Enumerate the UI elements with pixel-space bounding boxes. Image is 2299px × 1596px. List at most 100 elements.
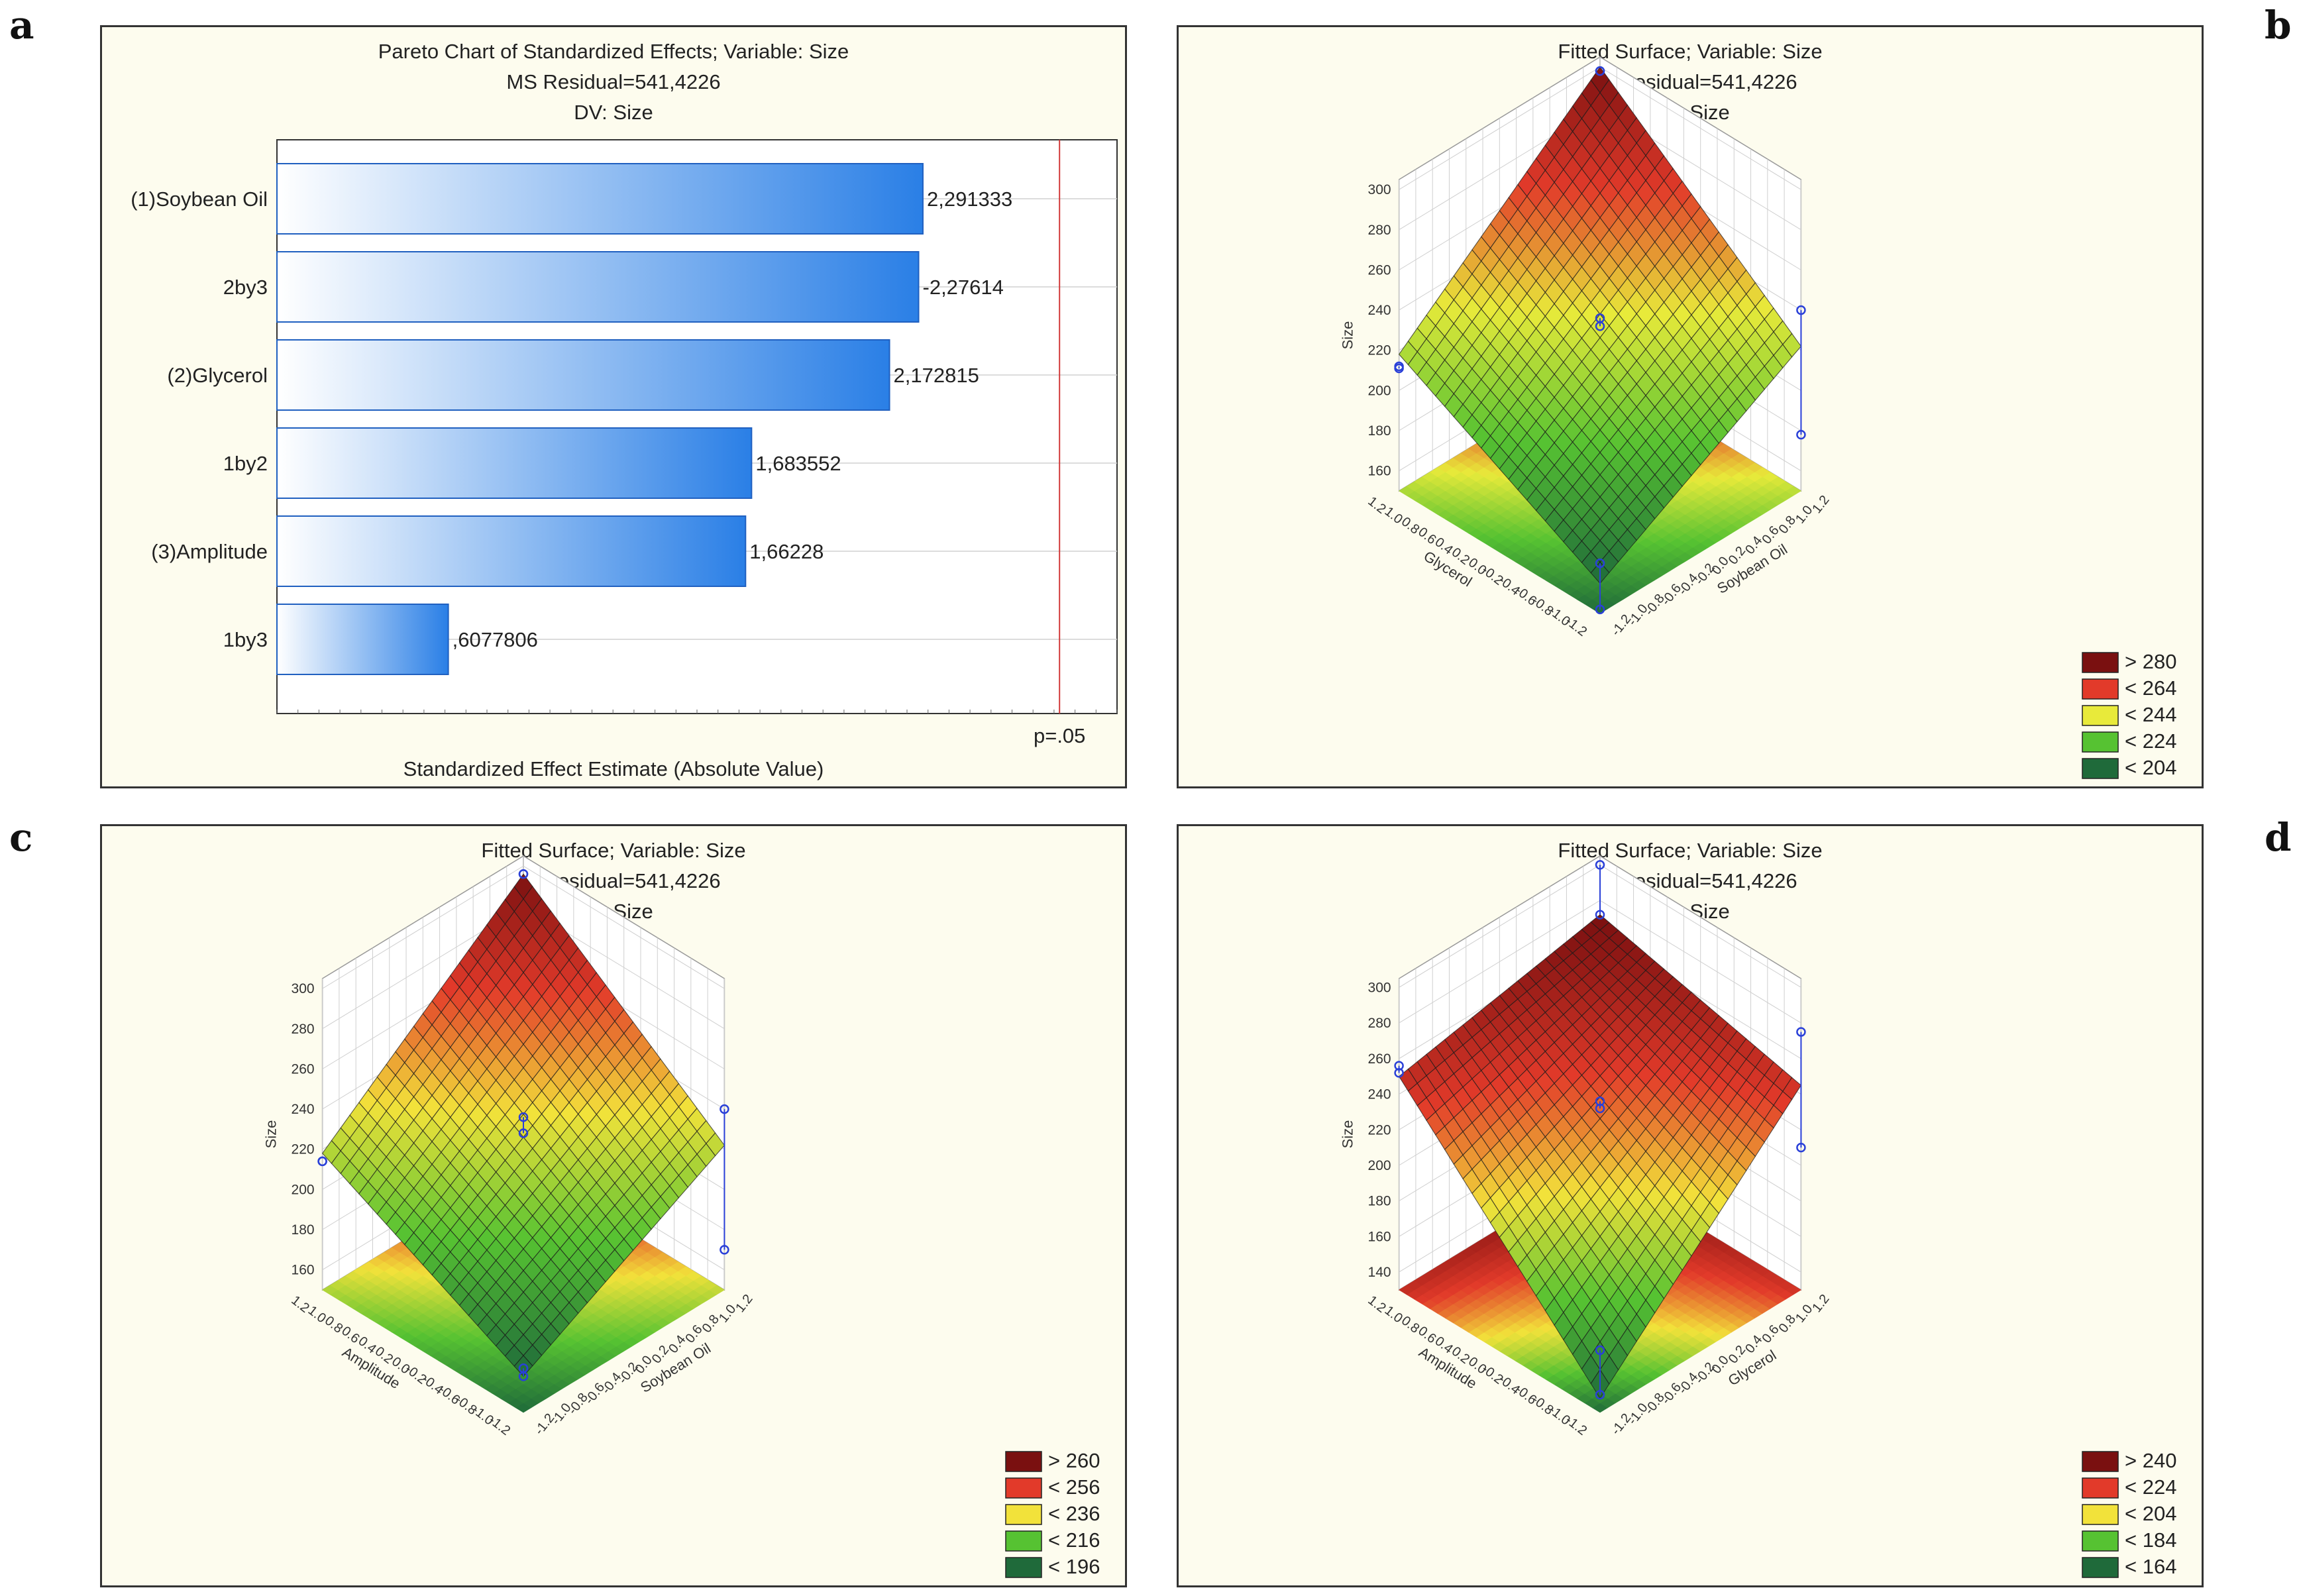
value-label: ,6077806 <box>453 628 538 651</box>
category-label: 2by3 <box>223 276 268 299</box>
surface-chart-b-panel: Fitted Surface; Variable: Size MS Residu… <box>1177 25 2204 788</box>
data-point <box>1394 1068 1404 1078</box>
data-point <box>1796 305 1806 315</box>
legend-swatch <box>2082 1477 2119 1499</box>
data-point <box>518 1128 529 1138</box>
category-label: (1)Soybean Oil <box>131 187 268 211</box>
legend-swatch <box>2082 1530 2119 1552</box>
value-label: -2,27614 <box>923 276 1004 299</box>
z-tick-label: 280 <box>1368 223 1391 238</box>
legend-swatch <box>2082 652 2119 673</box>
legend: > 240 < 224 < 204 < 184 < 164 <box>2082 1449 2176 1578</box>
legend-swatch <box>2082 1557 2119 1578</box>
data-point <box>518 869 529 879</box>
x-axis-label: Standardized Effect Estimate (Absolute V… <box>403 757 824 780</box>
legend-label: < 224 <box>2125 729 2176 753</box>
z-tick-label: 260 <box>1368 1051 1391 1067</box>
z-tick-label: 220 <box>1368 343 1391 358</box>
data-point <box>1595 66 1605 76</box>
legend-label: < 244 <box>2125 703 2176 726</box>
fitted-surface <box>321 873 725 1377</box>
surface-chart-c-svg: -1.2-1.0-0.8-0.6-0.4-0.20.00.20.40.60.81… <box>263 855 1100 1578</box>
z-tick-label: 200 <box>292 1182 315 1197</box>
data-point <box>317 1156 327 1167</box>
z-tick-label: 240 <box>1368 303 1391 318</box>
data-point <box>1595 604 1605 615</box>
chart-subtitle: MS Residual=541,4226 <box>506 70 721 93</box>
legend-label: > 280 <box>2125 650 2176 673</box>
data-point <box>518 1371 529 1381</box>
legend-label: < 224 <box>2125 1475 2176 1499</box>
value-label: 1,683552 <box>755 452 841 475</box>
axis-ticks: -1.2-1.0-0.8-0.6-0.4-0.20.00.20.40.60.81… <box>263 981 756 1438</box>
legend-label: < 236 <box>1048 1502 1100 1525</box>
legend-label: < 264 <box>2125 676 2176 700</box>
legend-swatch <box>1005 1557 1042 1578</box>
legend-label: < 184 <box>2125 1528 2176 1552</box>
data-point <box>1595 1345 1605 1356</box>
z-tick-label: 220 <box>1368 1122 1391 1138</box>
panel-letter-d: d <box>2265 815 2292 860</box>
legend-swatch <box>1005 1504 1042 1525</box>
data-point <box>1595 558 1605 568</box>
surface-cell <box>513 1355 533 1377</box>
bar <box>276 339 890 411</box>
fitted-surface <box>1398 914 1802 1399</box>
bar <box>276 427 753 499</box>
data-point <box>1796 1142 1806 1153</box>
fitted-surface <box>1398 66 1802 584</box>
legend-label: < 204 <box>2125 1502 2176 1525</box>
data-point <box>1595 1096 1605 1106</box>
z-tick-label: 200 <box>1368 383 1391 398</box>
z-tick-label: 300 <box>292 981 315 996</box>
z-tick-label: 280 <box>1368 1016 1391 1031</box>
surface-chart-b-svg: -1.2-1.0-0.8-0.6-0.4-0.20.00.20.40.60.81… <box>1340 56 2176 779</box>
value-label: 2,172815 <box>894 364 979 387</box>
wall-gridline <box>1399 864 1801 988</box>
z-tick-label: 160 <box>1368 1229 1391 1244</box>
legend-label: > 240 <box>2125 1449 2176 1472</box>
z-tick-label: 200 <box>1368 1158 1391 1173</box>
data-point <box>720 1245 729 1255</box>
z-tick-label: 140 <box>1368 1265 1391 1280</box>
legend-swatch <box>2082 1504 2119 1525</box>
reference-label: p=.05 <box>1034 724 1085 747</box>
category-label: 1by3 <box>223 628 268 651</box>
z-axis-label: Size <box>263 1120 280 1149</box>
observed-points <box>317 869 729 1381</box>
z-tick-label: 280 <box>292 1022 315 1037</box>
legend-swatch <box>2082 705 2119 726</box>
value-label: 2,291333 <box>927 187 1012 211</box>
data-point <box>1595 860 1605 870</box>
data-point <box>1595 313 1605 323</box>
data-point <box>1595 910 1605 920</box>
chart-title: Pareto Chart of Standardized Effects; Va… <box>378 40 849 63</box>
z-tick-label: 220 <box>292 1142 315 1157</box>
data-point <box>1595 1389 1605 1400</box>
data-point <box>1796 1027 1806 1037</box>
legend-swatch <box>2082 678 2119 700</box>
observed-points <box>1394 66 1806 615</box>
bar <box>276 604 449 675</box>
data-point <box>720 1104 729 1114</box>
legend: > 280 < 264 < 244 < 224 < 204 <box>2082 650 2176 779</box>
surface-chart-d-svg: -1.2-1.0-0.8-0.6-0.4-0.20.00.20.40.60.81… <box>1340 855 2176 1578</box>
surface-chart-d-panel: Fitted Surface; Variable: Size MS Residu… <box>1177 824 2204 1587</box>
surface-chart-c-panel: Fitted Surface; Variable: Size MS Residu… <box>100 824 1127 1587</box>
legend-label: < 256 <box>1048 1475 1100 1499</box>
z-tick-label: 180 <box>1368 423 1391 439</box>
legend-swatch <box>1005 1477 1042 1499</box>
z-tick-label: 300 <box>1368 980 1391 995</box>
observed-points <box>1394 860 1806 1400</box>
z-tick-label: 180 <box>292 1222 315 1238</box>
legend-swatch <box>1005 1530 1042 1552</box>
data-point <box>1394 361 1404 372</box>
z-tick-label: 260 <box>292 1061 315 1077</box>
legend-swatch <box>2082 1451 2119 1472</box>
data-point <box>518 1112 529 1122</box>
z-axis-label: Size <box>1340 321 1356 350</box>
panel-letter-b: b <box>2265 3 2292 48</box>
pareto-chart-svg: (1)Soybean Oil 2,291333 2by3 -2,27614 (2)Gly… <box>131 139 1118 780</box>
pareto-chart-panel: Pareto Chart of Standardized Effects; Va… <box>100 25 1127 788</box>
z-tick-label: 180 <box>1368 1194 1391 1209</box>
